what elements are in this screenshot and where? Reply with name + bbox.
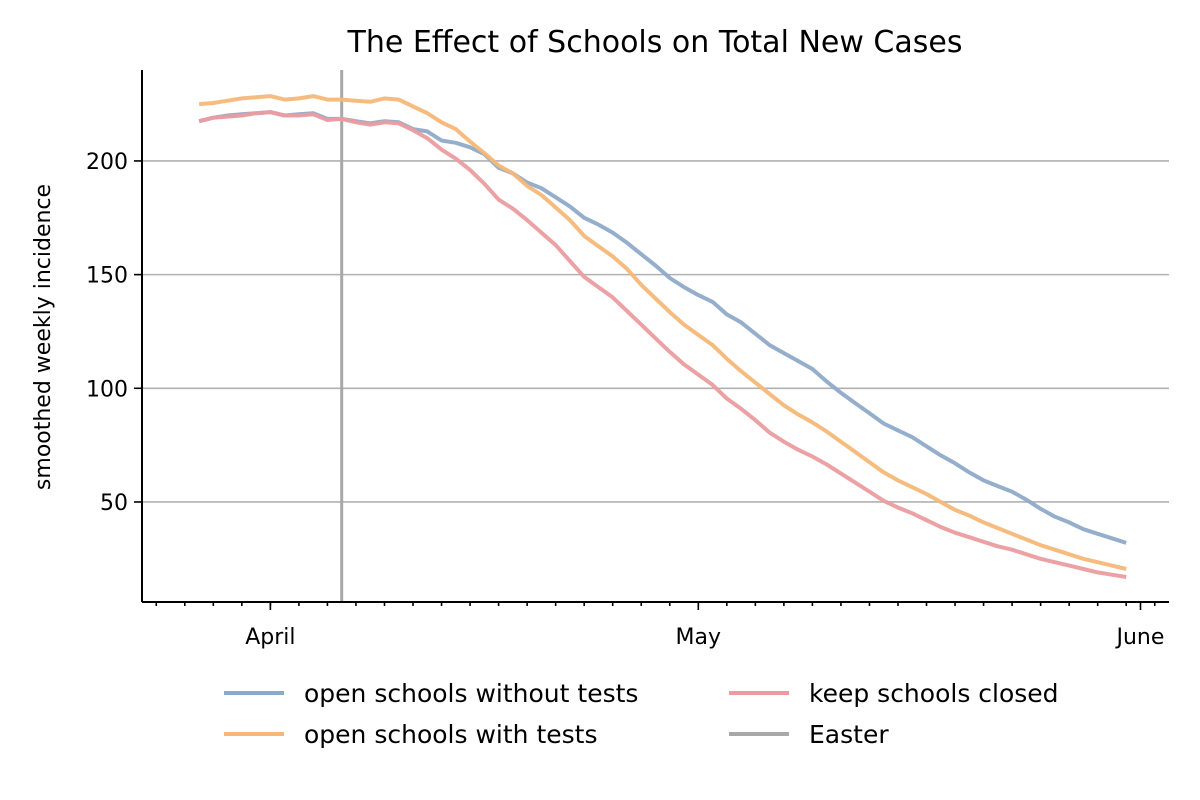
series-lines <box>198 94 1127 579</box>
x-tick-label: May <box>676 625 721 650</box>
x-tick-label: June <box>1115 625 1165 650</box>
y-axis-label: smoothed weekly incidence <box>31 184 56 490</box>
series-line-1 <box>198 110 1127 545</box>
y-tick-label: 150 <box>86 264 128 289</box>
x-ticks: April May June <box>155 602 1165 650</box>
y-tick-label: 200 <box>86 150 128 175</box>
chart-title: The Effect of Schools on Total New Cases <box>347 25 963 60</box>
gridlines <box>142 160 1169 503</box>
y-tick-label: 50 <box>100 491 128 516</box>
series-line-3 <box>198 110 1127 579</box>
legend: open schools without tests open schools w… <box>224 679 1059 749</box>
y-tick-label: 100 <box>86 377 128 402</box>
y-ticks: 50 100 150 200 <box>86 150 142 516</box>
legend-label: open schools without tests <box>304 679 638 708</box>
legend-label: open schools with tests <box>304 720 597 749</box>
x-tick-label: April <box>245 625 295 650</box>
legend-label: keep schools closed <box>809 679 1059 708</box>
axes <box>141 70 1169 603</box>
legend-label: Easter <box>809 720 889 749</box>
series-line-2 <box>198 94 1127 571</box>
